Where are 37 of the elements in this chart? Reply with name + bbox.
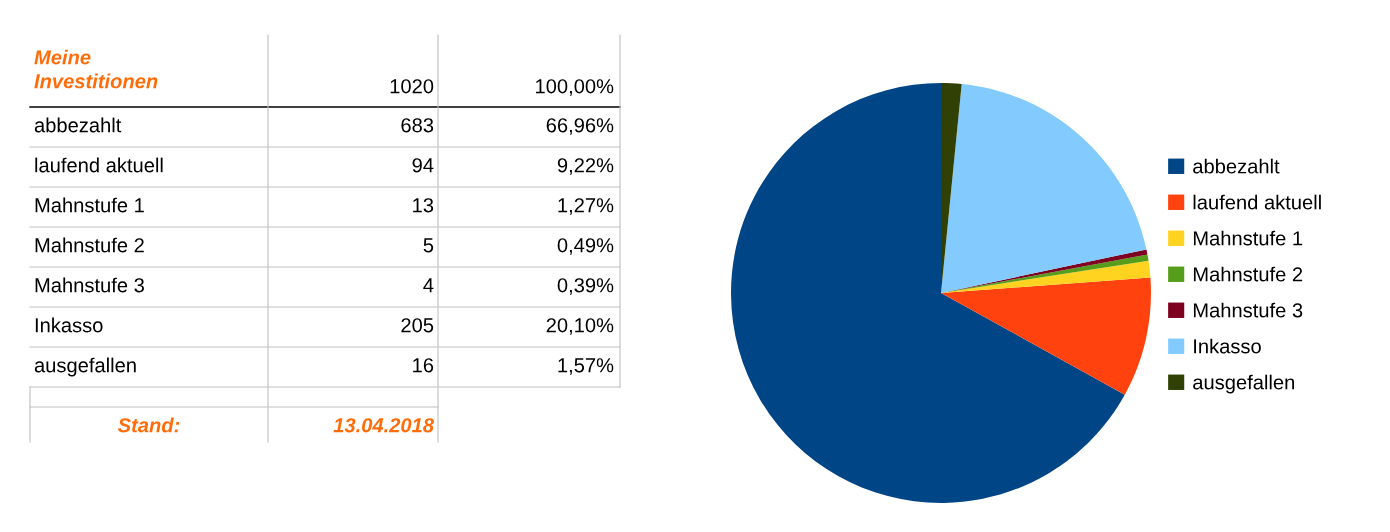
text: 1,27% [558,198,614,215]
text: 66,96% [546,118,614,135]
text: laufend aktuell [35,157,163,173]
text: 13 [413,198,434,213]
legend-label: Mahnstufe 1 [1193,230,1303,246]
text: Mahnstufe 2 [35,237,144,253]
pie-slice [941,277,1151,395]
text: Mahnstufe 1 [35,197,144,213]
text: 20,10% [546,318,614,335]
text: 16 [413,358,434,373]
legend-label: laufend aktuell [1193,194,1321,210]
legend-label: Mahnstufe 2 [1193,266,1303,282]
text: 0,39% [557,278,614,295]
text: 0,49% [557,238,614,255]
pie-slice [731,83,1125,503]
text: 1020 [390,79,434,94]
text: 94 [412,158,434,173]
pie-slice [941,84,1147,293]
text: 683 [401,118,434,133]
legend-label: ausgefallen [1193,374,1294,394]
text: Stand: [117,417,180,433]
text: Meine Investitionen [34,49,158,89]
text: abbezahlt [34,117,122,133]
text: 205 [401,318,434,333]
legend-label: Mahnstufe 3 [1193,302,1303,318]
text: 1,57% [558,358,614,375]
text: 9,22% [557,158,614,175]
text: 5 [423,238,434,253]
text: 13.04.2018 [333,418,434,433]
text: 4 [423,278,434,293]
legend-label: abbezahlt [1193,158,1280,174]
legend-label: Inkasso [1194,338,1261,354]
text: Inkasso [35,317,103,333]
pie-slice [941,260,1151,293]
text: ausgefallen [34,357,136,377]
text: 100,00% [536,79,614,96]
text: Mahnstufe 3 [35,277,144,293]
